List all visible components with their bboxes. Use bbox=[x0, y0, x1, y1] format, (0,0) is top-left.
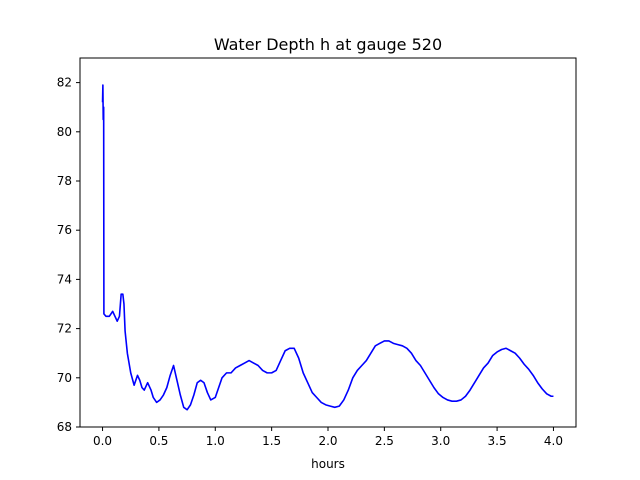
x-tick-label: 4.0 bbox=[544, 434, 563, 448]
x-tick-label: 2.5 bbox=[375, 434, 394, 448]
y-tick-label: 72 bbox=[57, 322, 72, 336]
plot-area bbox=[101, 84, 554, 411]
x-tick-label: 3.5 bbox=[488, 434, 507, 448]
x-tick-label: 1.0 bbox=[206, 434, 225, 448]
y-tick-label: 74 bbox=[57, 272, 72, 286]
y-tick-label: 78 bbox=[57, 174, 72, 188]
chart-title: Water Depth h at gauge 520 bbox=[214, 35, 442, 54]
x-tick-label: 2.0 bbox=[318, 434, 337, 448]
x-tick-label: 3.0 bbox=[431, 434, 450, 448]
y-tick-label: 76 bbox=[57, 223, 72, 237]
y-axis: 68 70 72 74 76 78 80 82 bbox=[57, 76, 80, 434]
x-tick-label: 0.5 bbox=[149, 434, 168, 448]
x-tick-label: 0.0 bbox=[93, 434, 112, 448]
y-tick-label: 82 bbox=[57, 76, 72, 90]
series-line-0 bbox=[101, 84, 554, 411]
y-tick-label: 68 bbox=[57, 420, 72, 434]
x-axis-label: hours bbox=[311, 457, 345, 471]
y-tick-label: 70 bbox=[57, 371, 72, 385]
y-tick-label: 80 bbox=[57, 125, 72, 139]
x-axis: 0.0 0.5 1.0 1.5 2.0 2.5 3.0 3.5 4.0 bbox=[93, 427, 563, 448]
x-tick-label: 1.5 bbox=[262, 434, 281, 448]
